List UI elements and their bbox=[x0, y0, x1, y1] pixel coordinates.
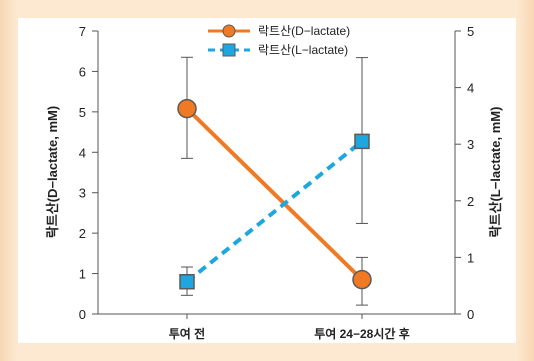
legend-label-2: 락트산(L−lactate) bbox=[258, 43, 348, 57]
series-layer bbox=[177, 56, 372, 306]
y-right-tick-label: 4 bbox=[467, 81, 474, 96]
y-left-tick-label: 3 bbox=[79, 186, 86, 201]
y-right-tick-label: 2 bbox=[467, 194, 474, 209]
y-left-tick-label: 1 bbox=[79, 267, 86, 282]
y-right-tick-label: 1 bbox=[467, 250, 474, 265]
chart-axes: 0 1 2 3 4 5 6 7 0 1 2 3 4 5 투여 전 투여 24−28시간 후 bbox=[79, 24, 474, 341]
legend-marker-square bbox=[222, 43, 236, 57]
y-right-tick-label: 0 bbox=[467, 307, 474, 322]
y-axis-left-title: 락트산(D−lactate, mM) bbox=[45, 106, 60, 238]
chart-panel bbox=[18, 18, 516, 343]
y-left-tick-label: 0 bbox=[79, 307, 86, 322]
y-left-tick-label: 5 bbox=[79, 105, 86, 120]
legend-marker-circle bbox=[222, 24, 236, 38]
data-point-circle bbox=[177, 98, 197, 119]
data-point-square bbox=[354, 133, 370, 150]
y-left-tick-label: 4 bbox=[79, 145, 86, 160]
data-point-circle bbox=[352, 269, 372, 290]
x-tick-label: 투여 전 bbox=[169, 326, 205, 341]
y-right-tick-label: 3 bbox=[467, 137, 474, 152]
y-left-tick-label: 2 bbox=[79, 226, 86, 241]
chart-legend: 락트산(D−lactate) 락트산(L−lactate) bbox=[208, 24, 350, 57]
y-right-tick-label: 5 bbox=[467, 24, 474, 39]
x-tick-label: 투여 24−28시간 후 bbox=[314, 326, 410, 341]
legend-label-1: 락트산(D−lactate) bbox=[258, 24, 350, 38]
series-line-2 bbox=[185, 139, 364, 284]
data-point-square bbox=[179, 273, 195, 290]
y-axis-right-title: 락트산(L−lactate, mM) bbox=[488, 107, 503, 238]
series-line-1 bbox=[185, 107, 364, 282]
y-left-tick-label: 7 bbox=[79, 24, 86, 39]
y-left-tick-label: 6 bbox=[79, 64, 86, 79]
